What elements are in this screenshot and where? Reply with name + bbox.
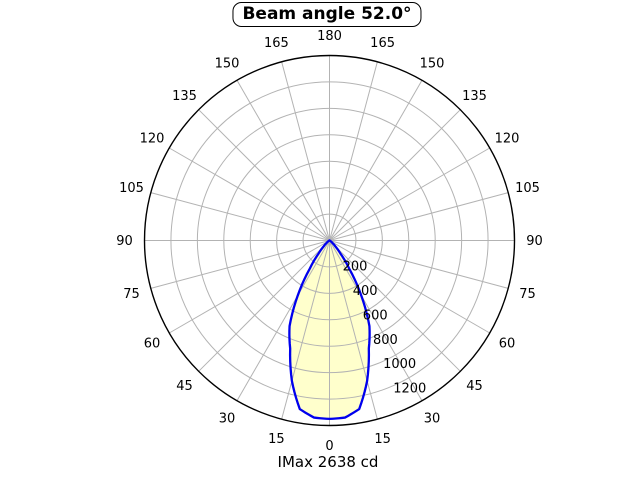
- angle-tick-label: 120: [495, 132, 520, 147]
- grid-circle: [170, 81, 489, 400]
- grid-ray: [169, 147, 330, 241]
- grid-ray: [281, 61, 330, 241]
- radius-tick-label: 200: [343, 259, 368, 274]
- grid-ray: [198, 109, 330, 241]
- radius-tick-label: 1000: [383, 357, 416, 372]
- grid-ray: [329, 240, 461, 372]
- angle-tick-label: 30: [424, 412, 441, 427]
- angle-tick-label: 135: [462, 89, 487, 104]
- angle-tick-label: 75: [123, 287, 140, 302]
- outer-circle: [143, 54, 516, 427]
- grid-ray: [236, 240, 330, 401]
- grid-ray: [329, 240, 509, 289]
- grid-ray: [329, 240, 490, 334]
- grid-ray: [150, 240, 330, 289]
- grid-ray: [329, 192, 509, 241]
- angle-tick-label: 150: [420, 57, 445, 72]
- angle-tick-label: 15: [374, 432, 391, 447]
- angle-tick-label: 60: [144, 337, 161, 352]
- angle-tick-label: 105: [119, 181, 144, 196]
- grid-circle: [223, 134, 436, 347]
- angle-tick-label: 150: [215, 57, 240, 72]
- radius-tick-label: 800: [373, 333, 398, 348]
- radius-tick-label: 400: [353, 284, 378, 299]
- grid-ray: [329, 61, 378, 241]
- radius-tick-label: 600: [363, 308, 388, 323]
- grid-circle: [302, 213, 357, 268]
- imax-label: IMax 2638 cd: [277, 453, 379, 471]
- grid-ray: [236, 80, 330, 241]
- angle-tick-label: 0: [325, 439, 333, 454]
- grid-ray: [329, 240, 378, 420]
- grid-ray: [169, 240, 330, 334]
- chart-title: Beam angle 52.0°: [242, 4, 412, 24]
- grid-circle: [196, 107, 463, 374]
- angle-tick-label: 165: [264, 36, 289, 51]
- grid-circle: [249, 160, 410, 321]
- angle-tick-label: 15: [268, 432, 285, 447]
- grid-ray: [329, 240, 423, 401]
- angle-tick-label: 90: [526, 234, 543, 249]
- grid-ray: [329, 147, 490, 241]
- angle-tick-label: 90: [116, 234, 133, 249]
- grid-ray: [198, 240, 330, 372]
- grid-ray: [150, 192, 330, 241]
- angle-tick-label: 105: [515, 181, 540, 196]
- grid-circle: [276, 187, 383, 294]
- angle-tick-label: 30: [219, 412, 236, 427]
- angle-tick-label: 45: [466, 379, 483, 394]
- angle-tick-label: 135: [172, 89, 197, 104]
- grid-ray: [329, 80, 423, 241]
- angle-tick-label: 120: [140, 132, 165, 147]
- radius-tick-label: 1200: [393, 382, 426, 397]
- angle-tick-label: 75: [519, 287, 536, 302]
- grid-ray: [281, 240, 330, 420]
- intensity-curve: [288, 239, 371, 421]
- chart-title-box: Beam angle 52.0°: [232, 2, 422, 27]
- angle-tick-label: 45: [176, 379, 193, 394]
- angle-tick-label: 180: [317, 29, 342, 44]
- grid-ray: [329, 109, 461, 241]
- angle-tick-label: 60: [499, 337, 516, 352]
- angle-tick-label: 165: [370, 36, 395, 51]
